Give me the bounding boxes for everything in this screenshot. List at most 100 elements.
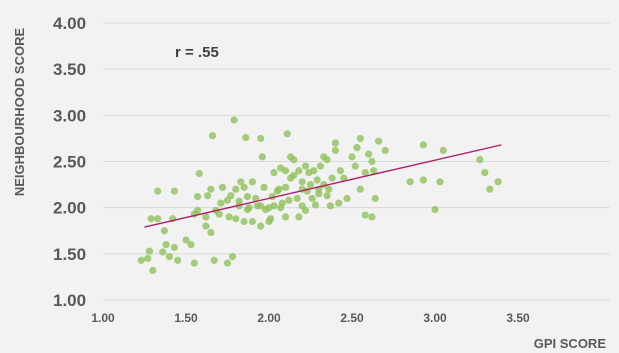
- data-point: [270, 168, 278, 177]
- data-point: [381, 146, 389, 155]
- data-point: [270, 202, 278, 210]
- y-axis-tick-labels: 1.00 1.50 2.00 2.50 3.00 3.50 4.00: [53, 14, 86, 310]
- data-point: [331, 139, 339, 147]
- data-point: [227, 192, 235, 200]
- data-point: [240, 217, 248, 226]
- data-point: [282, 183, 290, 191]
- data-point: [252, 194, 260, 203]
- data-point: [353, 144, 361, 152]
- data-point: [154, 187, 162, 195]
- data-point: [431, 205, 439, 214]
- data-point: [351, 162, 359, 170]
- data-point: [207, 228, 215, 237]
- y-tick-label: 3.00: [53, 106, 86, 125]
- data-point: [494, 178, 502, 186]
- data-point: [217, 199, 225, 207]
- y-axis-title: NEIGHBOURHOOD SCORE: [12, 28, 27, 197]
- data-point: [202, 213, 210, 221]
- data-point: [228, 253, 237, 261]
- data-point: [210, 256, 218, 264]
- data-point: [137, 256, 145, 264]
- data-point: [306, 180, 315, 189]
- data-point: [194, 206, 202, 215]
- data-point: [308, 194, 316, 203]
- data-point: [348, 153, 356, 161]
- data-point: [301, 162, 310, 170]
- data-point: [237, 178, 245, 186]
- data-point: [323, 192, 331, 200]
- data-point: [160, 227, 169, 235]
- data-point: [170, 187, 178, 195]
- data-point: [230, 116, 238, 124]
- data-point: [368, 157, 376, 166]
- y-tick-label: 2.00: [53, 199, 86, 218]
- data-point: [323, 156, 331, 164]
- x-tick-label: 1.00: [91, 311, 115, 325]
- data-point: [208, 132, 217, 140]
- data-point: [310, 167, 318, 175]
- data-point: [242, 133, 250, 142]
- data-point: [476, 156, 484, 164]
- data-point: [257, 202, 265, 210]
- data-point: [243, 192, 252, 201]
- data-point: [325, 185, 333, 193]
- data-point: [361, 211, 369, 219]
- y-tick-label: 4.00: [53, 14, 86, 33]
- data-point: [336, 167, 344, 175]
- data-point: [406, 178, 414, 186]
- data-point: [202, 222, 210, 230]
- data-point: [225, 213, 233, 221]
- trend-line: [144, 144, 502, 228]
- data-point: [326, 202, 335, 210]
- data-point: [257, 134, 265, 143]
- x-tick-label: 2.50: [340, 311, 364, 325]
- data-point: [194, 192, 202, 201]
- data-point: [295, 213, 303, 221]
- x-axis-tick-labels: 1.00 1.50 2.00 2.50 3.00 3.50: [91, 311, 530, 325]
- data-point: [190, 259, 198, 267]
- data-point: [419, 141, 427, 149]
- data-point: [203, 192, 212, 200]
- data-point: [365, 150, 373, 158]
- y-tick-label: 1.00: [53, 291, 86, 310]
- data-point: [283, 130, 291, 138]
- y-tick-label: 1.50: [53, 245, 86, 264]
- data-point: [235, 197, 243, 205]
- data-point: [361, 168, 369, 177]
- data-point: [232, 215, 240, 223]
- data-point: [149, 266, 157, 275]
- data-point: [301, 206, 310, 215]
- data-point: [343, 194, 351, 203]
- data-point: [486, 185, 494, 193]
- data-point: [245, 204, 253, 212]
- data-point: [182, 236, 190, 244]
- data-point: [293, 194, 301, 203]
- data-point: [282, 213, 290, 221]
- data-points: [137, 116, 502, 275]
- x-tick-label: 3.00: [423, 311, 447, 325]
- data-point: [170, 243, 178, 251]
- data-point: [248, 217, 256, 226]
- data-point: [240, 183, 248, 191]
- data-point: [275, 185, 283, 193]
- y-tick-label: 3.50: [53, 60, 86, 79]
- data-point: [260, 183, 268, 191]
- data-point: [215, 210, 223, 218]
- x-axis-title: GPI SCORE: [534, 336, 607, 351]
- data-point: [248, 178, 256, 186]
- data-point: [165, 253, 173, 261]
- data-point: [419, 176, 427, 184]
- data-point: [257, 222, 265, 230]
- data-point: [223, 259, 232, 267]
- data-point: [174, 256, 182, 264]
- gridlines: [103, 22, 610, 301]
- data-point: [207, 185, 215, 193]
- data-point: [436, 178, 444, 186]
- data-point: [356, 134, 364, 143]
- x-tick-label: 3.50: [506, 311, 530, 325]
- data-point: [147, 215, 155, 223]
- data-point: [282, 167, 290, 175]
- data-point: [232, 185, 240, 193]
